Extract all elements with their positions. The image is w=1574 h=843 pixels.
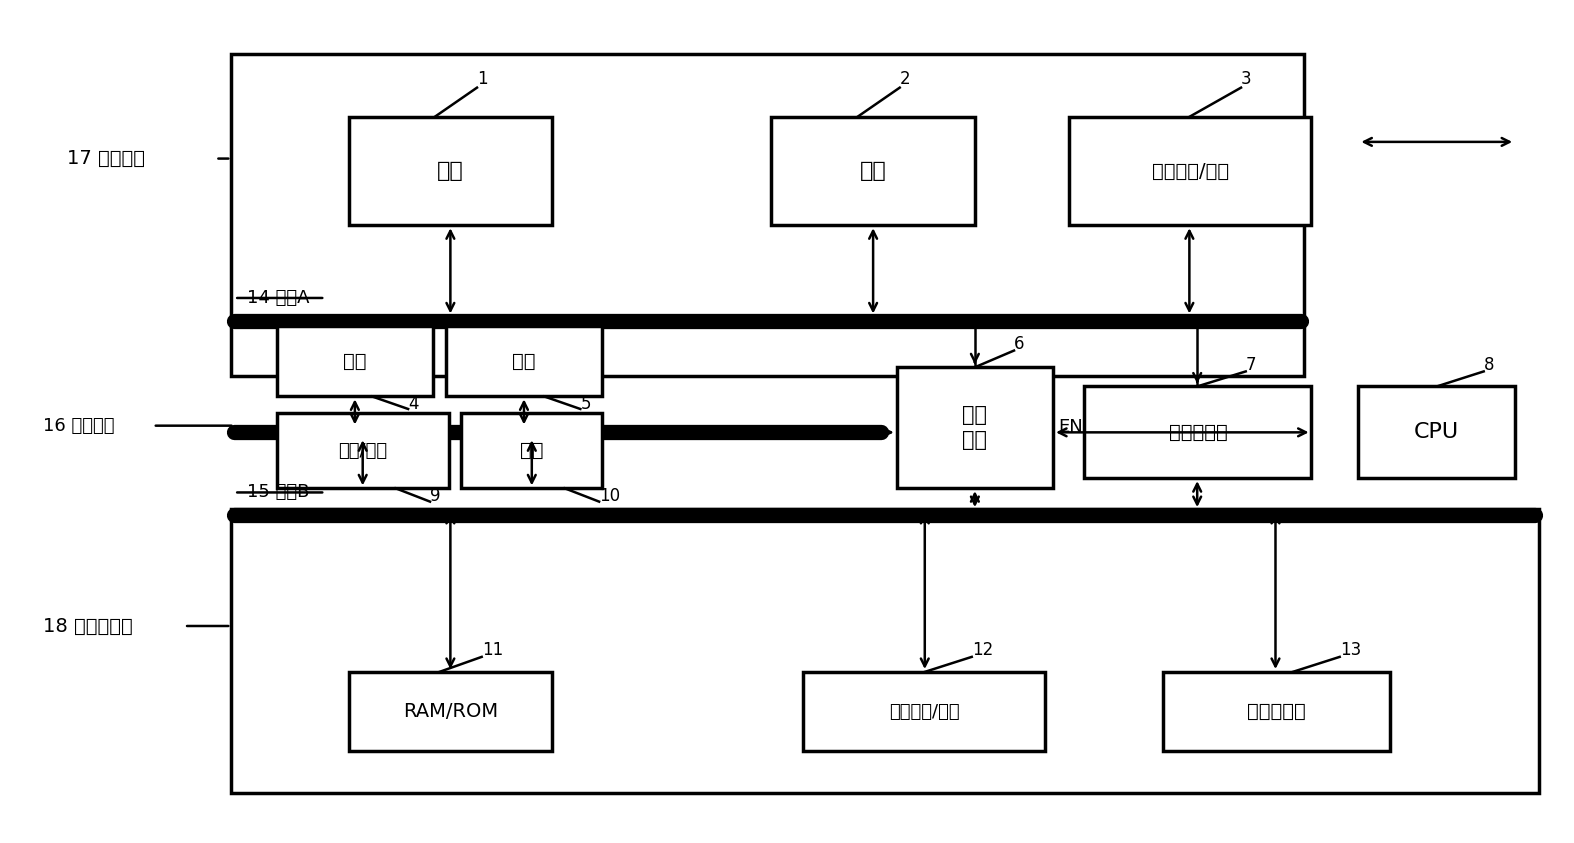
Text: 15 总线B: 15 总线B bbox=[247, 483, 309, 502]
Text: 4: 4 bbox=[408, 395, 419, 413]
Bar bbox=[348, 672, 552, 751]
Bar bbox=[231, 509, 1538, 793]
Text: 时钟: 时钟 bbox=[512, 352, 535, 370]
Text: 6: 6 bbox=[1014, 335, 1025, 353]
Text: CPU: CPU bbox=[1413, 422, 1459, 443]
Text: 14 总线A: 14 总线A bbox=[247, 289, 310, 307]
Bar bbox=[1084, 386, 1311, 478]
Bar bbox=[348, 117, 552, 225]
Text: 3: 3 bbox=[1240, 70, 1251, 88]
Bar bbox=[445, 325, 603, 396]
Text: 12: 12 bbox=[971, 642, 993, 659]
Text: 总线桥接器: 总线桥接器 bbox=[1168, 423, 1228, 442]
Text: 16 共享总线: 16 共享总线 bbox=[44, 416, 115, 435]
Text: 网特网设备: 网特网设备 bbox=[1247, 702, 1306, 721]
Text: 18 非安全区域: 18 非安全区域 bbox=[44, 616, 134, 636]
Text: 输入/输出: 输入/输出 bbox=[338, 442, 387, 459]
Bar bbox=[1358, 386, 1516, 478]
Text: 10: 10 bbox=[600, 487, 620, 505]
Text: 17 安全区域: 17 安全区域 bbox=[66, 149, 145, 168]
Bar bbox=[771, 117, 974, 225]
Bar bbox=[277, 413, 449, 488]
Bar bbox=[897, 368, 1053, 488]
Text: 交叉
开关: 交叉 开关 bbox=[962, 405, 987, 450]
Text: 2: 2 bbox=[900, 70, 910, 88]
Text: 11: 11 bbox=[482, 642, 504, 659]
Bar bbox=[461, 413, 603, 488]
Bar bbox=[803, 672, 1045, 751]
Text: 5: 5 bbox=[581, 395, 590, 413]
Text: 内存: 内存 bbox=[438, 161, 464, 181]
Text: EN: EN bbox=[1058, 417, 1083, 436]
Text: 闪存: 闪存 bbox=[519, 441, 543, 460]
Text: 8: 8 bbox=[1484, 356, 1494, 374]
Text: 1: 1 bbox=[477, 70, 488, 88]
Bar bbox=[231, 54, 1303, 376]
Text: 硬盘: 硬盘 bbox=[859, 161, 886, 181]
Text: 其它输入/输出: 其它输入/输出 bbox=[1152, 162, 1229, 180]
Text: 其它输入/输出: 其它输入/输出 bbox=[889, 702, 959, 721]
Bar bbox=[1163, 672, 1390, 751]
Text: RAM/ROM: RAM/ROM bbox=[403, 702, 497, 721]
Text: 13: 13 bbox=[1339, 642, 1362, 659]
Text: 内存: 内存 bbox=[343, 352, 367, 370]
Text: 9: 9 bbox=[430, 487, 441, 505]
Bar bbox=[277, 325, 433, 396]
Text: 7: 7 bbox=[1245, 356, 1256, 374]
Bar bbox=[1069, 117, 1311, 225]
